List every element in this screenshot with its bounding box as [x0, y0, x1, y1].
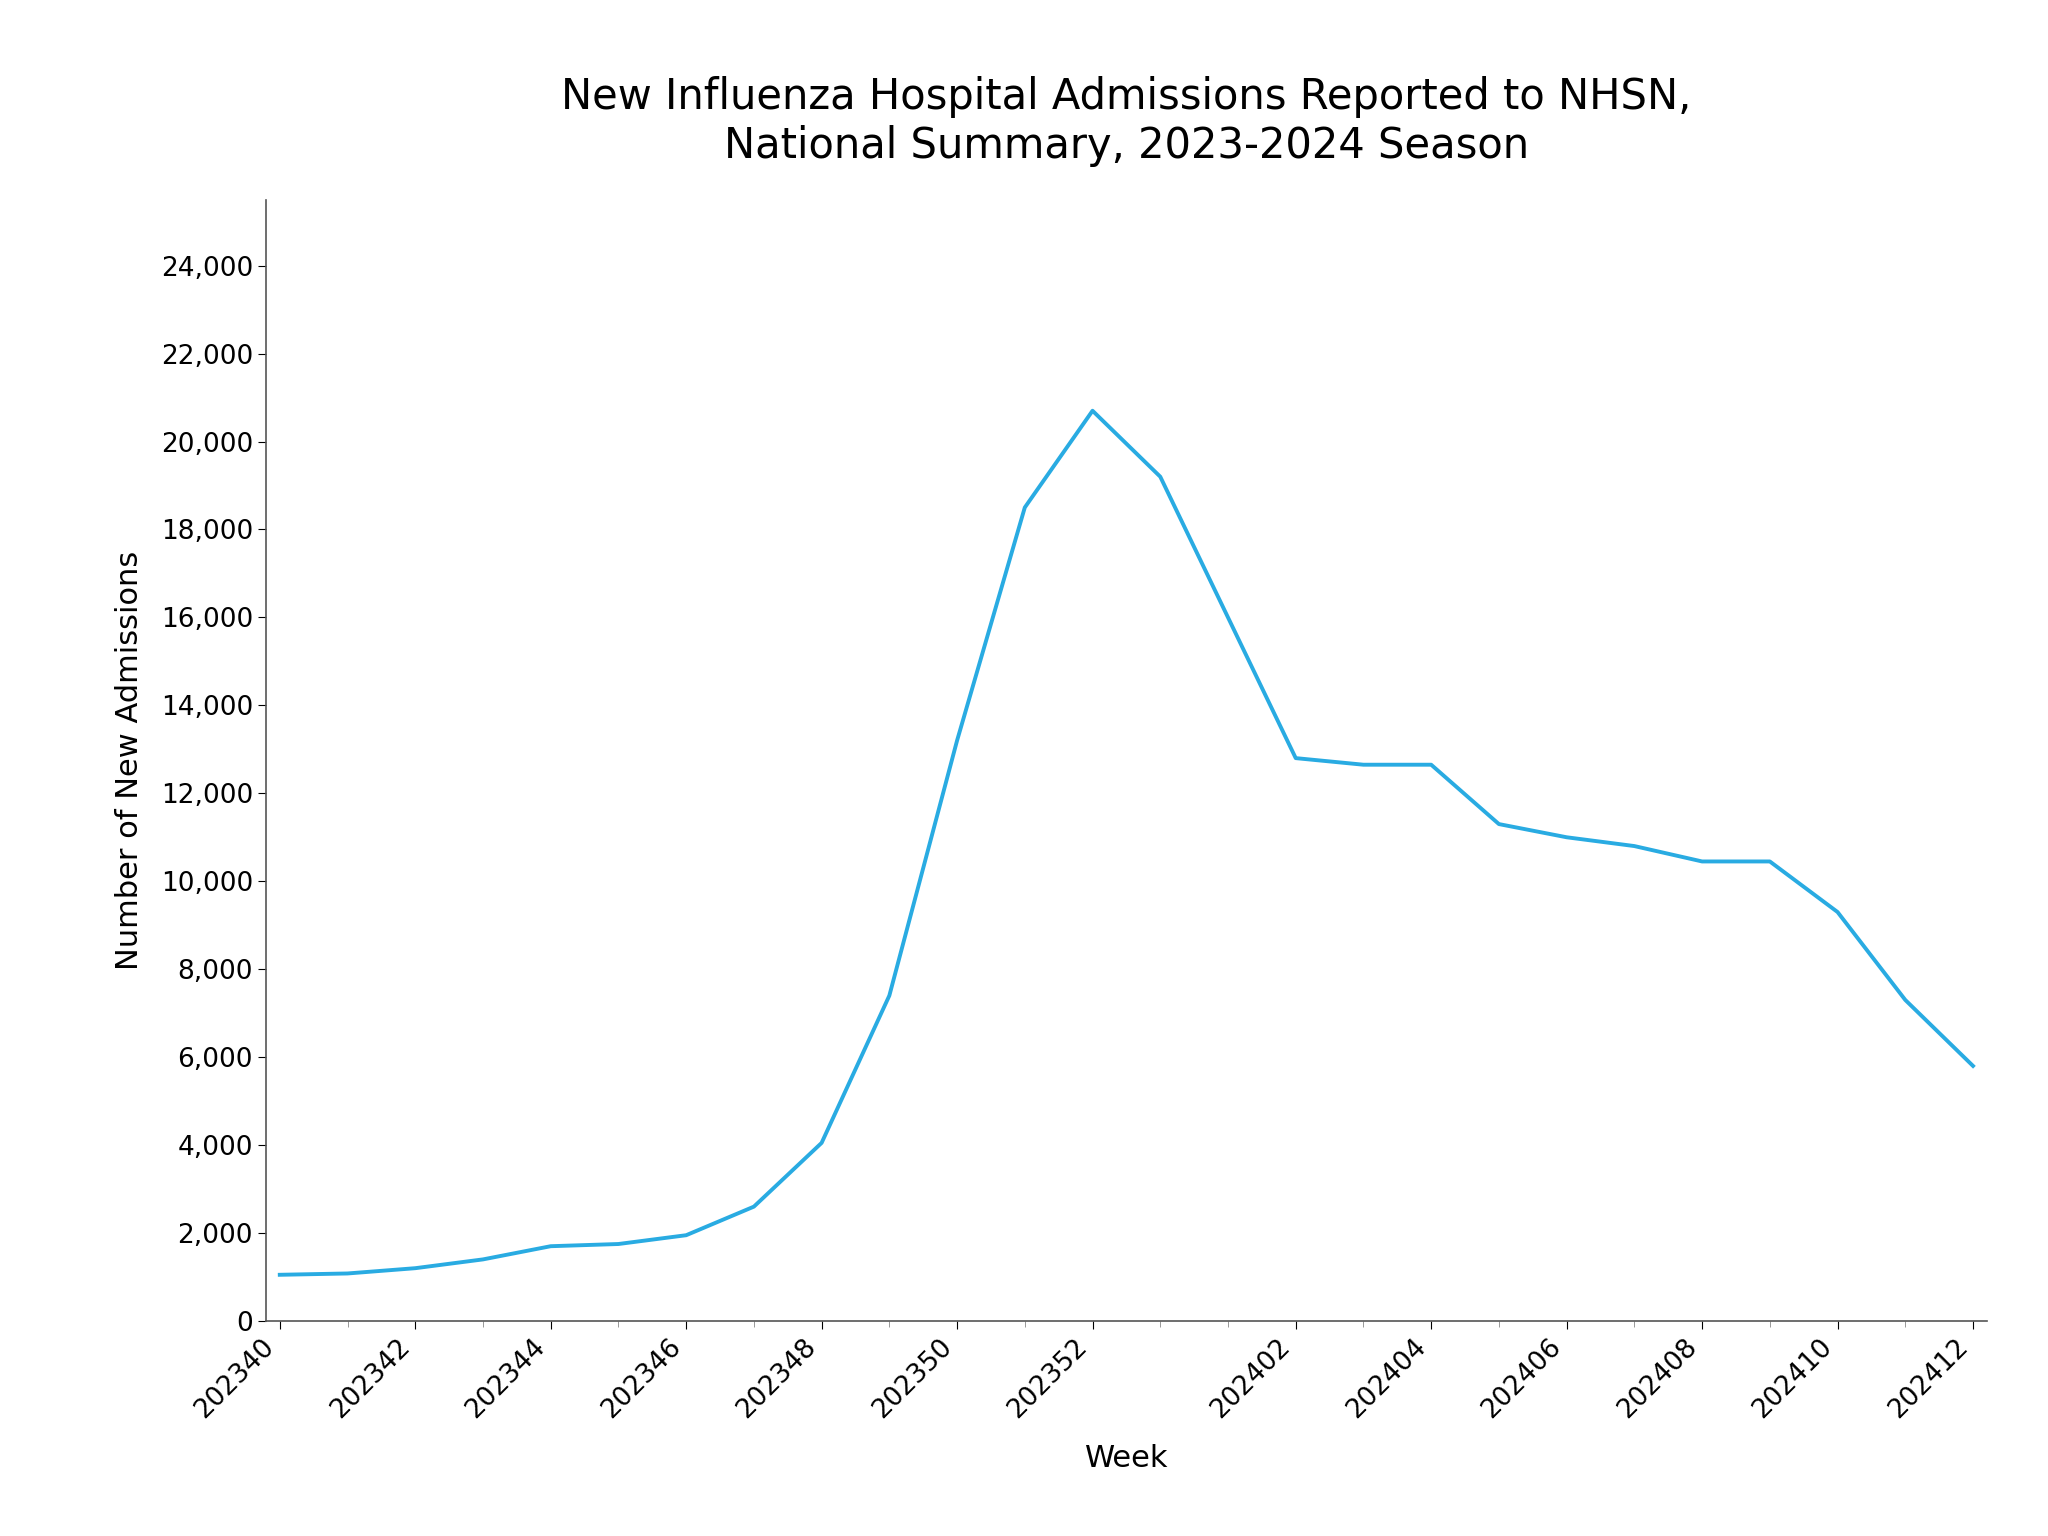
Y-axis label: Number of New Admissions: Number of New Admissions: [115, 551, 143, 969]
Title: New Influenza Hospital Admissions Reported to NHSN,
National Summary, 2023-2024 : New Influenza Hospital Admissions Report…: [561, 77, 1692, 167]
X-axis label: Week: Week: [1085, 1444, 1167, 1473]
